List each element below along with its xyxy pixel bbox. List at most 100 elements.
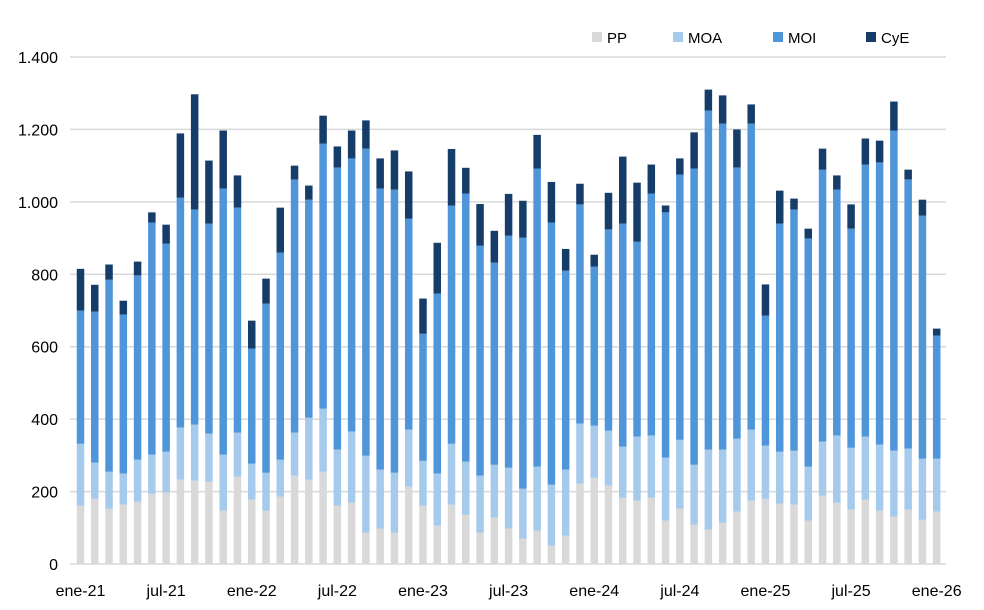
bar-moi-mar-22 <box>276 252 285 460</box>
bar-moa-jul-25 <box>847 447 855 510</box>
legend: PP MOA MOI CyE <box>592 30 909 47</box>
x-tick-label: ene-21 <box>56 583 106 600</box>
bar-stack-may-24 <box>647 164 656 564</box>
x-tick-label: jul-21 <box>146 583 186 600</box>
bar-moi-ago-23 <box>519 237 527 489</box>
bar-moa-nov-25 <box>904 448 912 510</box>
bar-moi-ago-24 <box>690 168 698 465</box>
bar-pp-ago-23 <box>519 538 527 564</box>
bar-stack-jul-25 <box>847 204 855 564</box>
bar-moa-mar-24 <box>619 446 627 498</box>
bar-stack-jun-24 <box>661 205 670 564</box>
legend-swatch <box>592 32 602 42</box>
bar-cye-oct-21 <box>205 160 213 224</box>
bar-cye-oct-22 <box>376 158 384 189</box>
bar-stack-dic-25 <box>918 199 927 564</box>
bar-pp-nov-24 <box>733 511 741 564</box>
bar-moi-feb-22 <box>262 303 270 473</box>
bar-moa-may-21 <box>133 459 142 502</box>
bar-moa-mar-25 <box>790 450 798 505</box>
bar-pp-mar-24 <box>619 497 627 564</box>
bar-cye-may-23 <box>476 204 484 246</box>
bar-moi-oct-24 <box>718 123 727 450</box>
bar-stack-jul-21 <box>162 224 170 564</box>
bar-cye-feb-24 <box>604 192 613 230</box>
bar-moi-dic-23 <box>576 204 584 424</box>
bar-cye-nov-22 <box>390 150 399 190</box>
bar-cye-dic-21 <box>233 175 242 208</box>
bar-pp-dic-22 <box>404 486 413 564</box>
legend-item-moa: MOA <box>673 30 722 47</box>
bar-moa-feb-22 <box>262 472 270 511</box>
bar-moi-mar-23 <box>447 205 456 444</box>
bar-moi-jun-24 <box>661 212 670 458</box>
bar-stack-nov-23 <box>561 248 570 564</box>
bar-pp-abr-24 <box>633 500 641 564</box>
bar-pp-may-21 <box>133 501 142 564</box>
bar-moa-may-24 <box>647 435 656 498</box>
bar-pp-abr-23 <box>462 514 470 564</box>
legend-label: PP <box>607 30 627 47</box>
y-tick-label: 1.200 <box>18 122 58 139</box>
bar-pp-ene-25 <box>761 498 770 564</box>
bar-moi-jun-25 <box>833 189 841 436</box>
bar-stack-sep-23 <box>533 134 541 564</box>
bar-stack-feb-23 <box>433 242 441 564</box>
bar-cye-may-24 <box>647 164 656 194</box>
bar-moa-jun-21 <box>148 454 156 494</box>
bar-moa-nov-21 <box>219 454 227 511</box>
bar-stack-nov-25 <box>904 169 912 564</box>
bar-pp-may-22 <box>305 479 313 564</box>
bar-cye-ene-23 <box>419 298 427 334</box>
bar-pp-ago-22 <box>347 502 356 564</box>
bar-moi-oct-25 <box>890 130 898 451</box>
bar-stack-sep-25 <box>875 140 884 564</box>
bar-moa-may-25 <box>818 441 827 496</box>
bar-moi-sep-22 <box>362 148 370 456</box>
bar-stack-may-22 <box>305 185 313 564</box>
bar-cye-oct-25 <box>890 101 898 131</box>
bar-stack-abr-25 <box>804 228 813 564</box>
bar-moi-sep-21 <box>190 209 199 425</box>
bar-moi-abr-25 <box>804 238 813 467</box>
bar-cye-sep-25 <box>875 140 884 163</box>
bar-cye-nov-23 <box>561 248 570 271</box>
bar-pp-nov-22 <box>390 532 399 564</box>
bar-stack-ene-22 <box>247 320 256 564</box>
bar-pp-ene-26 <box>932 511 941 564</box>
bar-moi-sep-24 <box>704 110 713 450</box>
bar-moi-nov-23 <box>561 270 570 470</box>
bar-moa-oct-23 <box>547 484 556 546</box>
bar-cye-ago-23 <box>519 200 527 238</box>
bar-stack-ene-23 <box>419 298 427 564</box>
bar-moi-feb-24 <box>604 229 613 431</box>
bar-moi-jul-23 <box>504 235 513 468</box>
bar-moi-may-22 <box>305 199 313 418</box>
bar-cye-ago-25 <box>861 138 870 165</box>
bar-moi-jun-22 <box>319 143 327 409</box>
bar-moa-dic-21 <box>233 432 242 477</box>
x-tick-label: ene-22 <box>227 583 277 600</box>
bar-cye-jun-25 <box>833 175 841 190</box>
bar-pp-dic-21 <box>233 476 242 564</box>
bar-stack-mar-24 <box>619 156 627 564</box>
bar-moi-jun-21 <box>148 222 156 455</box>
bar-moi-mar-21 <box>105 279 113 472</box>
bar-moi-ene-23 <box>419 333 427 461</box>
bar-moi-abr-24 <box>633 241 641 437</box>
bar-pp-jun-24 <box>661 520 670 564</box>
bar-stack-oct-24 <box>718 95 727 564</box>
bar-moi-ene-21 <box>76 310 85 444</box>
bar-stack-ago-23 <box>519 200 527 564</box>
legend-swatch <box>673 32 683 42</box>
bar-moa-jul-22 <box>333 449 342 506</box>
bar-stack-abr-21 <box>119 300 128 564</box>
bar-stack-jul-22 <box>333 146 342 564</box>
bar-moa-may-23 <box>476 475 484 533</box>
x-tick-label: ene-23 <box>398 583 448 600</box>
bar-stack-jun-21 <box>148 212 156 564</box>
bar-moa-ene-21 <box>76 443 85 506</box>
bar-cye-feb-25 <box>775 190 784 224</box>
bar-moa-dic-23 <box>576 423 584 484</box>
